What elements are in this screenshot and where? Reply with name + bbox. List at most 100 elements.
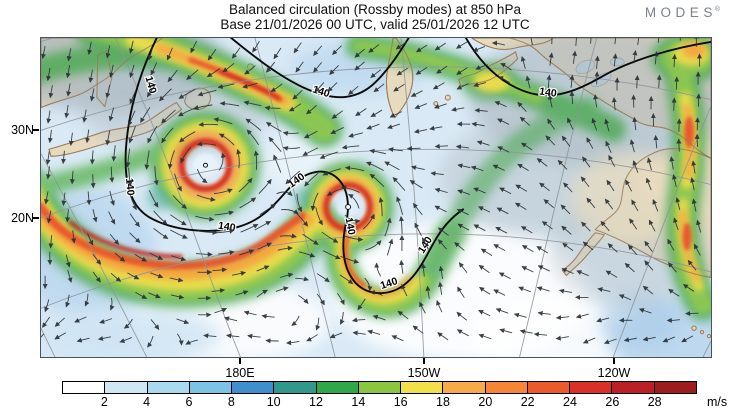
colorbar-segment bbox=[188, 382, 232, 393]
wind-arrow bbox=[632, 160, 639, 173]
wind-arrow bbox=[413, 128, 428, 134]
wind-arrow bbox=[374, 262, 382, 277]
wind-arrow bbox=[515, 184, 528, 192]
wind-arrow bbox=[285, 340, 300, 346]
wind-arrow bbox=[437, 332, 449, 341]
wind-arrow bbox=[605, 140, 612, 153]
wind-arrow bbox=[646, 157, 652, 171]
wind-arrow bbox=[341, 185, 360, 193]
wind-arrow bbox=[215, 228, 235, 234]
colorbar-segment bbox=[357, 382, 401, 393]
wind-arrow bbox=[344, 214, 361, 224]
wind-arrow bbox=[167, 69, 178, 83]
wind-arrow bbox=[45, 166, 51, 180]
wind-arrow bbox=[109, 297, 115, 311]
wind-arrow bbox=[614, 38, 617, 45]
wind-arrow bbox=[429, 125, 443, 131]
wind-arrow bbox=[236, 148, 242, 169]
wind-arrow bbox=[176, 333, 184, 346]
wind-arrow bbox=[355, 108, 367, 117]
wind-arrow bbox=[594, 55, 600, 69]
contour-label: 140 bbox=[538, 87, 557, 100]
wind-arrow bbox=[243, 100, 262, 107]
wind-arrow bbox=[105, 130, 111, 146]
wind-arrow bbox=[87, 41, 93, 55]
wind-arrow bbox=[82, 109, 88, 123]
wind-arrow bbox=[480, 248, 493, 257]
wind-arrow bbox=[560, 204, 571, 215]
wind-arrow bbox=[90, 174, 96, 189]
wind-arrow bbox=[354, 61, 365, 71]
wind-arrow bbox=[421, 237, 429, 250]
wind-arrow bbox=[691, 160, 697, 174]
wind-arrow bbox=[169, 277, 184, 283]
wind-arrow bbox=[46, 210, 52, 224]
wind-arrow bbox=[178, 88, 196, 99]
wind-arrow bbox=[582, 156, 591, 168]
wind-arrow bbox=[295, 211, 309, 227]
wind-arrow bbox=[545, 135, 555, 146]
wind-arrow bbox=[605, 270, 618, 278]
wind-arrow bbox=[632, 50, 638, 64]
wind-arrow bbox=[478, 264, 490, 274]
wind-arrow bbox=[582, 241, 594, 251]
wind-arrow bbox=[134, 253, 148, 262]
wind-arrow bbox=[536, 246, 549, 254]
wind-arrow bbox=[129, 193, 137, 211]
colorbar-segment bbox=[400, 382, 443, 393]
wind-arrow bbox=[296, 193, 302, 213]
wind-arrow bbox=[185, 339, 198, 345]
colorbar-tick: 10 bbox=[266, 395, 281, 408]
wind-arrow bbox=[457, 223, 470, 231]
vortex-center-marker bbox=[345, 203, 352, 210]
wind-arrow bbox=[457, 163, 471, 169]
wind-arrow bbox=[357, 298, 366, 311]
wind-arrow bbox=[128, 40, 134, 54]
wind-arrow bbox=[48, 85, 54, 99]
colorbar-tick: 28 bbox=[647, 395, 662, 408]
wind-arrow bbox=[293, 42, 302, 54]
wind-arrow bbox=[493, 244, 506, 252]
wind-arrow bbox=[258, 178, 272, 194]
wind-arrow bbox=[161, 127, 174, 144]
wind-arrow bbox=[520, 56, 526, 69]
wind-arrow bbox=[399, 259, 405, 274]
wind-arrow bbox=[337, 292, 345, 306]
map-canvas: 140 140 140 140 140 140 140 140 140 bbox=[40, 37, 712, 358]
wind-arrow bbox=[140, 107, 151, 124]
wind-arrow bbox=[389, 111, 402, 118]
wind-arrow bbox=[71, 230, 77, 244]
wind-arrow bbox=[499, 328, 513, 334]
wind-arrow bbox=[305, 105, 317, 115]
wind-arrow bbox=[302, 147, 319, 156]
wind-arrow bbox=[525, 75, 531, 89]
island-hawaii bbox=[691, 325, 697, 331]
colorbar-segment bbox=[273, 382, 316, 393]
wind-arrow bbox=[644, 240, 653, 252]
wind-arrow bbox=[89, 150, 95, 165]
wind-arrow bbox=[668, 288, 680, 297]
wind-arrow bbox=[517, 101, 527, 112]
wind-arrow bbox=[46, 67, 52, 82]
wind-arrow bbox=[675, 197, 681, 211]
wind-arrow bbox=[430, 171, 444, 177]
wind-arrow bbox=[369, 289, 383, 296]
wind-arrow bbox=[567, 117, 574, 130]
wind-arrow bbox=[433, 103, 447, 109]
island bbox=[444, 94, 451, 101]
wind-arrow bbox=[520, 142, 533, 151]
wind-arrow bbox=[329, 65, 339, 75]
wind-arrow bbox=[147, 126, 158, 144]
wind-arrow bbox=[319, 151, 338, 159]
wind-arrow bbox=[135, 292, 148, 299]
wind-arrow bbox=[561, 225, 572, 235]
wind-arrow bbox=[203, 333, 217, 339]
colorbar-segment bbox=[315, 382, 358, 393]
wind-arrow bbox=[329, 332, 343, 339]
wind-arrow bbox=[147, 335, 154, 348]
wind-arrow bbox=[180, 146, 192, 164]
wind-arrow bbox=[196, 194, 216, 202]
lat-tick-30n bbox=[33, 129, 39, 131]
wind-arrow bbox=[493, 289, 506, 296]
